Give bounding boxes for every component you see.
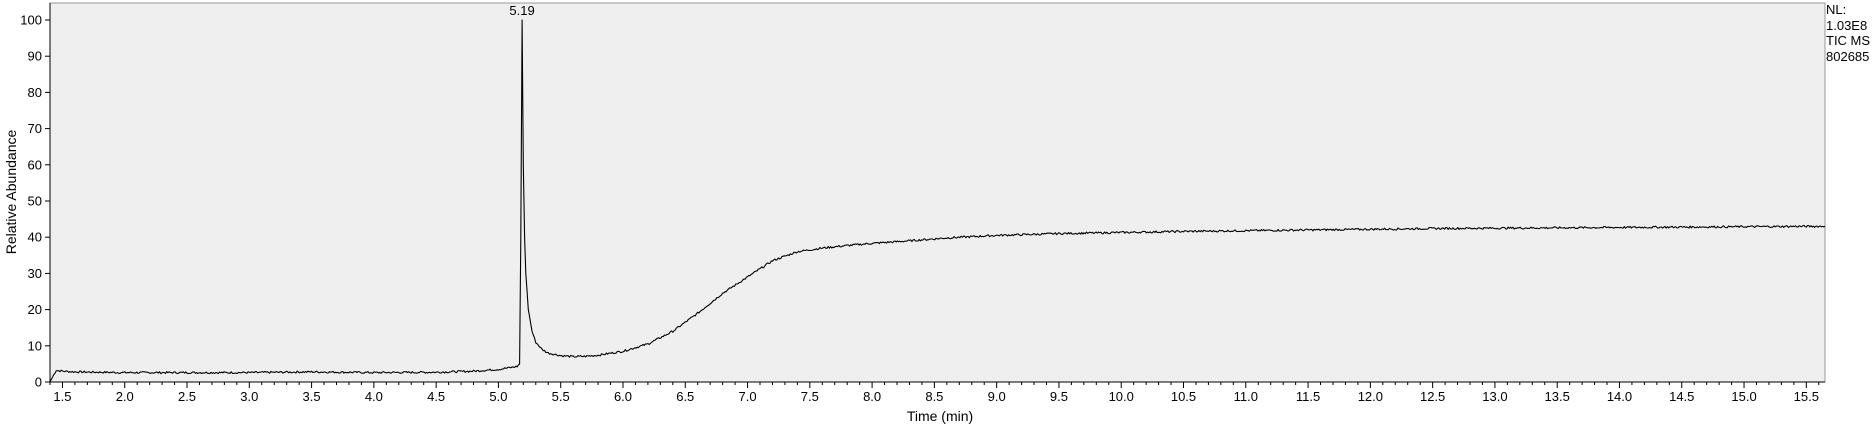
x-tick-label: 9.0 [988, 389, 1006, 404]
x-tick-label: 1.5 [53, 389, 71, 404]
y-tick-label: 40 [28, 230, 42, 245]
y-tick-label: 10 [28, 338, 42, 353]
x-tick-label: 7.5 [801, 389, 819, 404]
y-tick-label: 70 [28, 121, 42, 136]
x-tick-label: 8.5 [925, 389, 943, 404]
file-id: 802685 [1826, 48, 1870, 64]
y-tick-label: 20 [28, 302, 42, 317]
plot-area [49, 2, 1826, 383]
y-tick-label: 80 [28, 85, 42, 100]
scan-filter: TIC MS [1826, 33, 1871, 48]
x-tick-label: 3.5 [303, 389, 321, 404]
x-tick-label: 2.0 [116, 389, 134, 404]
y-tick-label: 60 [28, 157, 42, 172]
x-tick-label: 13.0 [1482, 389, 1507, 404]
x-tick-label: 15.0 [1731, 389, 1756, 404]
x-tick-label: 3.0 [240, 389, 258, 404]
y-tick-label: 90 [28, 49, 42, 64]
y-tick-label: 50 [28, 194, 42, 209]
x-tick-label: 12.0 [1358, 389, 1383, 404]
series-line-0 [49, 19, 1826, 383]
annotation-layer: 5.19 [509, 3, 534, 18]
x-tick-label: 6.5 [676, 389, 694, 404]
x-tick-label: 14.0 [1607, 389, 1632, 404]
x-tick-label: 15.5 [1794, 389, 1819, 404]
x-tick-label: 11.5 [1296, 389, 1320, 404]
x-tick-label: 11.0 [1234, 389, 1258, 404]
x-tick-label: 4.5 [427, 389, 445, 404]
x-axis-ticks: 1.5 2.0 2.5 3.0 3.5 4.0 4.5 5.0 5.5 6.0 6.5 7.0 7.5 8… [49, 382, 1820, 404]
nl-label: NL: [1826, 2, 1847, 17]
y-tick-label: 100 [20, 13, 42, 28]
nl-value: 1.03E8 [1826, 17, 1868, 33]
x-tick-label: 8.0 [863, 389, 881, 404]
x-tick-label: 5.0 [489, 389, 507, 404]
y-tick-label: 30 [28, 266, 42, 281]
x-axis-title: Time (min) [907, 408, 973, 424]
series-layer [49, 19, 1826, 383]
x-tick-label: 9.5 [1050, 389, 1068, 404]
y-axis-title: Relative Abundance [3, 130, 19, 255]
y-tick-label: 0 [35, 375, 42, 390]
x-tick-label: 13.5 [1545, 389, 1570, 404]
x-tick-label: 4.0 [365, 389, 383, 404]
x-tick-label: 10.5 [1171, 389, 1196, 404]
x-tick-label: 6.0 [614, 389, 632, 404]
x-tick-label: 12.5 [1420, 389, 1445, 404]
x-tick-label: 5.5 [552, 389, 570, 404]
normalization-info: NL: 1.03E8 TIC MS 802685 [1826, 2, 1874, 64]
x-tick-label: 2.5 [178, 389, 196, 404]
y-axis-ticks: 0 10 20 30 40 50 60 70 80 90 100 [20, 13, 50, 390]
x-tick-label: 7.0 [739, 389, 757, 404]
peak-label: 5.19 [509, 3, 534, 18]
x-tick-label: 14.5 [1669, 389, 1694, 404]
x-tick-label: 10.0 [1109, 389, 1134, 404]
